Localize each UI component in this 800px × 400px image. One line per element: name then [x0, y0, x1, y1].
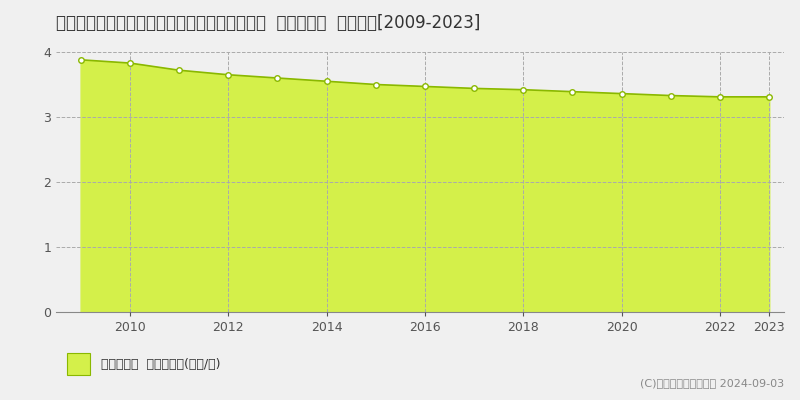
Text: 基準地価格  平均坪単価(万円/坪): 基準地価格 平均坪単価(万円/坪): [101, 358, 220, 370]
Text: 福島県石川郡平田村大字上蓬田字新屋敷１０番  基準地価格  地価推移[2009-2023]: 福島県石川郡平田村大字上蓬田字新屋敷１０番 基準地価格 地価推移[2009-20…: [56, 14, 480, 32]
Text: (C)土地価格ドットコム 2024-09-03: (C)土地価格ドットコム 2024-09-03: [640, 378, 784, 388]
FancyBboxPatch shape: [67, 353, 90, 375]
